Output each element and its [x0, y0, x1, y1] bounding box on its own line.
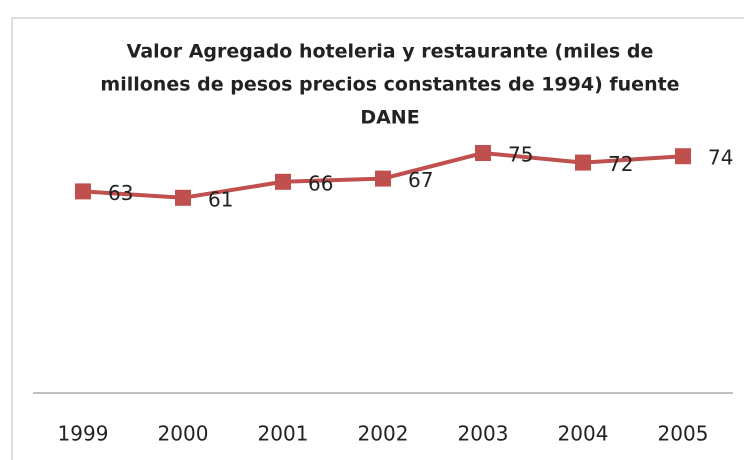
x-tick-label: 1999 [58, 422, 109, 446]
x-tick-label: 2003 [458, 422, 509, 446]
marker [175, 189, 191, 206]
chart-title: DANE [360, 107, 419, 129]
marker [575, 154, 591, 171]
chart-border [11, 17, 744, 460]
marker [675, 148, 691, 165]
x-tick-label: 2001 [258, 422, 309, 446]
marker [275, 173, 291, 190]
marker [75, 183, 91, 200]
data-label: 75 [508, 143, 533, 167]
chart-title: Valor Agregado hoteleria y restaurante (… [127, 41, 654, 63]
x-tick-label: 2002 [358, 422, 409, 446]
x-tick-label: 2004 [558, 422, 609, 446]
x-tick-label: 2005 [658, 422, 709, 446]
data-label: 66 [308, 171, 333, 195]
x-tick-label: 2000 [158, 422, 209, 446]
data-label: 74 [708, 146, 733, 170]
data-label: 61 [208, 187, 233, 211]
marker [375, 170, 391, 187]
data-label: 67 [408, 168, 433, 192]
chart-title: millones de pesos precios constantes de … [100, 74, 679, 96]
data-label: 63 [108, 181, 133, 205]
data-label: 72 [608, 152, 633, 176]
marker [475, 145, 491, 161]
